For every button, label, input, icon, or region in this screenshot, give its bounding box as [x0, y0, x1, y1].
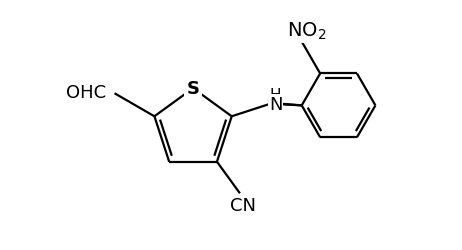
Text: N: N	[269, 96, 282, 114]
Text: NO$_2$: NO$_2$	[287, 20, 327, 42]
Text: S: S	[187, 80, 200, 98]
Text: H: H	[270, 88, 281, 103]
Text: CN: CN	[230, 196, 255, 214]
Text: OHC: OHC	[66, 84, 106, 102]
